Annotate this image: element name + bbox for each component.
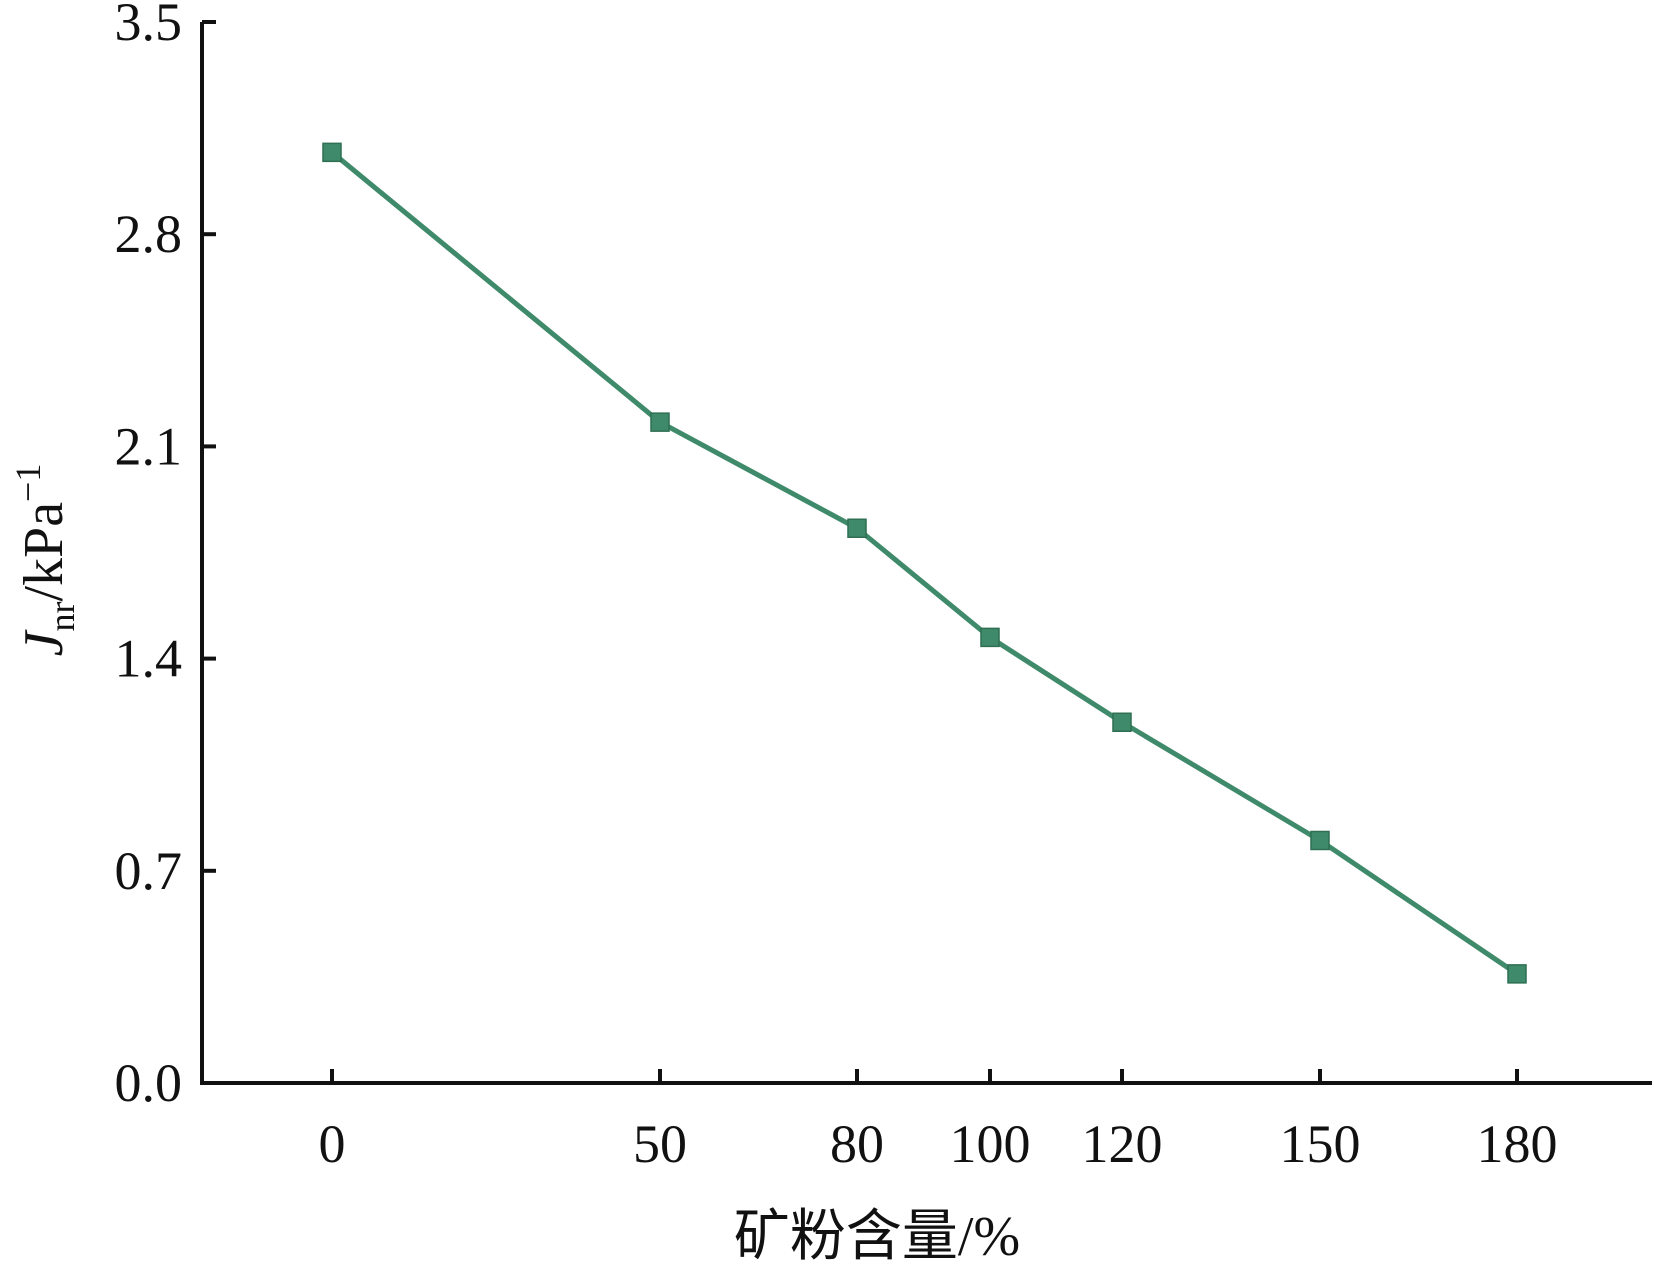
y-tick-label: 2.1 <box>115 416 183 476</box>
y-ticks: 0.0 0.7 1.4 2.1 2.8 3.5 <box>115 0 216 1113</box>
x-tick-label: 100 <box>950 1114 1031 1174</box>
y-tick-label: 3.5 <box>115 0 183 52</box>
data-point-120 <box>1112 712 1132 733</box>
data-point-80 <box>847 518 867 538</box>
data-point-180 <box>1507 964 1527 984</box>
x-axis-title: 矿粉含量/% <box>734 1206 1020 1268</box>
y-tick-label: 0.0 <box>115 1053 183 1113</box>
y-axis-title-sup: −1 <box>8 464 48 502</box>
data-point-0 <box>322 142 342 163</box>
x-tick-label: 50 <box>633 1114 687 1174</box>
x-tick-label: 180 <box>1477 1114 1558 1174</box>
axes <box>200 22 1652 1085</box>
x-tick-label: 0 <box>319 1114 346 1174</box>
series-line <box>330 150 1519 976</box>
y-axis-title: Jnr/kPa−1 <box>8 464 82 657</box>
y-tick-label: 1.4 <box>115 629 183 689</box>
x-tick-label: 120 <box>1082 1114 1163 1174</box>
y-axis-title-unit: /kPa <box>13 502 75 602</box>
data-point-150 <box>1310 830 1330 851</box>
y-tick-label: 2.8 <box>115 204 183 264</box>
y-axis-title-sub: nr <box>42 602 82 632</box>
series-group <box>322 142 1527 984</box>
data-point-50 <box>650 412 670 432</box>
y-tick-label: 0.7 <box>115 841 183 901</box>
x-tick-label: 150 <box>1280 1114 1361 1174</box>
x-tick-label: 80 <box>830 1114 884 1174</box>
data-point-100 <box>980 627 1000 648</box>
x-ticks: 0 50 80 100 120 150 180 <box>319 1069 1558 1174</box>
y-axis-title-main: J <box>13 628 75 656</box>
